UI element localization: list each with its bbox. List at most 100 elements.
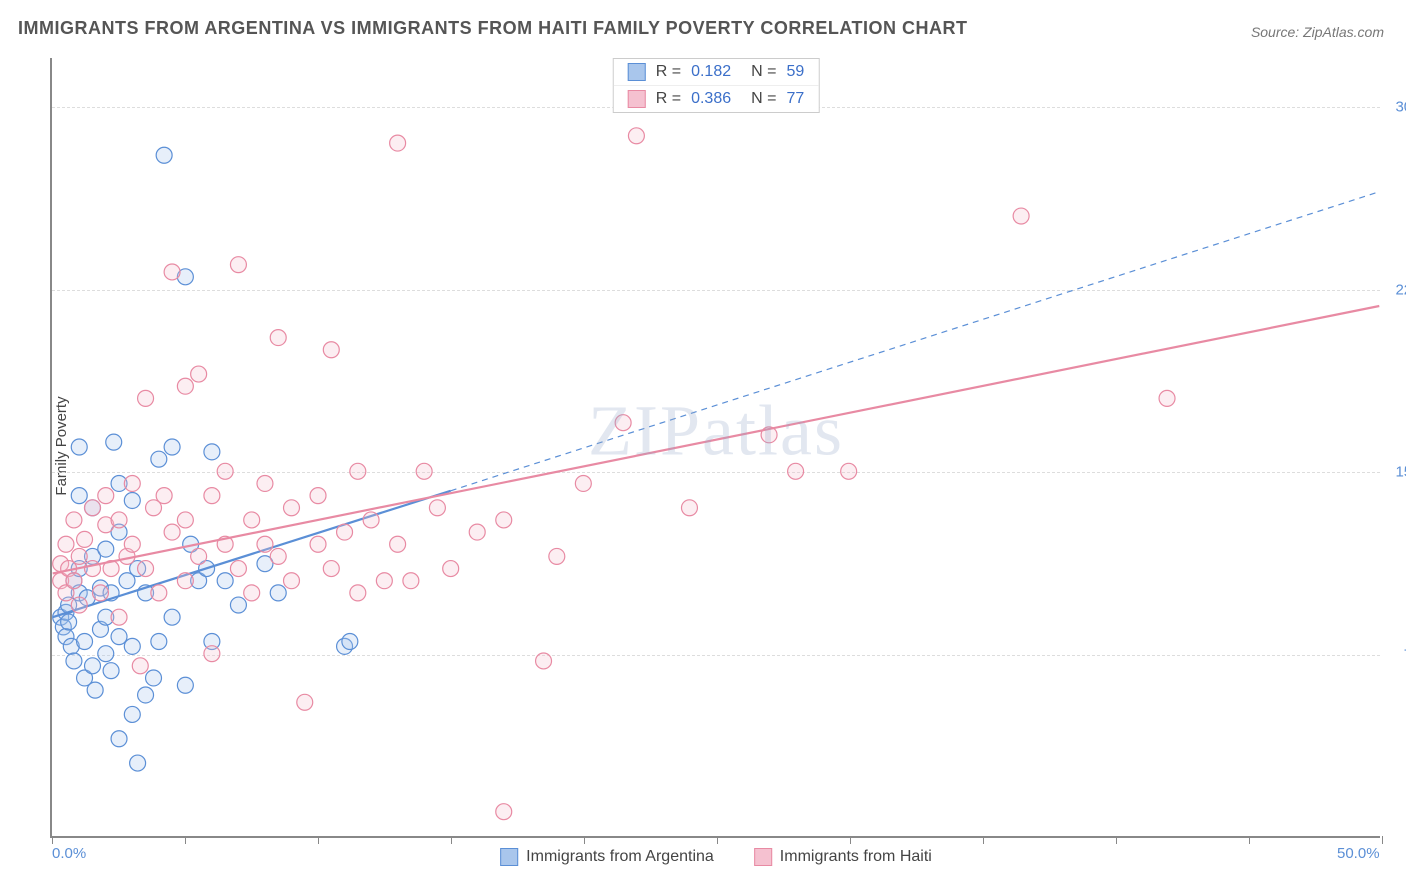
legend-row-argentina: R = 0.182 N = 59 bbox=[614, 59, 819, 85]
data-point bbox=[549, 548, 565, 564]
data-point bbox=[204, 646, 220, 662]
data-point bbox=[1013, 208, 1029, 224]
swatch-haiti-icon bbox=[754, 848, 772, 866]
correlation-legend: R = 0.182 N = 59 R = 0.386 N = 77 bbox=[613, 58, 820, 113]
x-tick bbox=[185, 836, 186, 844]
data-point bbox=[61, 614, 77, 630]
data-point bbox=[841, 463, 857, 479]
data-point bbox=[151, 451, 167, 467]
r-value-argentina: 0.182 bbox=[691, 63, 731, 81]
data-point bbox=[124, 536, 140, 552]
x-tick bbox=[850, 836, 851, 844]
data-point bbox=[71, 597, 87, 613]
data-point bbox=[230, 257, 246, 273]
data-point bbox=[496, 512, 512, 528]
data-point bbox=[151, 585, 167, 601]
y-tick-label: 30.0% bbox=[1395, 98, 1406, 115]
data-point bbox=[71, 488, 87, 504]
x-tick-label: 0.0% bbox=[52, 845, 86, 862]
data-point bbox=[124, 706, 140, 722]
x-tick bbox=[1249, 836, 1250, 844]
data-point bbox=[390, 536, 406, 552]
data-point bbox=[342, 634, 358, 650]
data-point bbox=[124, 475, 140, 491]
data-point bbox=[429, 500, 445, 516]
data-point bbox=[130, 755, 146, 771]
data-point bbox=[151, 634, 167, 650]
chart-title: IMMIGRANTS FROM ARGENTINA VS IMMIGRANTS … bbox=[18, 18, 968, 39]
data-point bbox=[156, 488, 172, 504]
data-point bbox=[111, 512, 127, 528]
legend-item-haiti: Immigrants from Haiti bbox=[754, 848, 932, 866]
series-label-argentina: Immigrants from Argentina bbox=[526, 848, 714, 866]
data-point bbox=[66, 653, 82, 669]
source-label: Source: ZipAtlas.com bbox=[1251, 24, 1384, 40]
x-tick bbox=[318, 836, 319, 844]
data-point bbox=[98, 646, 114, 662]
data-point bbox=[230, 561, 246, 577]
data-point bbox=[270, 330, 286, 346]
data-point bbox=[615, 415, 631, 431]
data-point bbox=[350, 463, 366, 479]
data-point bbox=[92, 585, 108, 601]
data-point bbox=[177, 378, 193, 394]
data-point bbox=[469, 524, 485, 540]
data-point bbox=[323, 342, 339, 358]
data-point bbox=[66, 512, 82, 528]
data-point bbox=[204, 488, 220, 504]
data-point bbox=[164, 524, 180, 540]
trend-line-extrapolated bbox=[451, 192, 1380, 491]
data-point bbox=[77, 634, 93, 650]
r-prefix: R = bbox=[656, 90, 681, 108]
data-point bbox=[496, 804, 512, 820]
data-point bbox=[628, 128, 644, 144]
data-point bbox=[124, 638, 140, 654]
data-point bbox=[204, 444, 220, 460]
x-tick bbox=[584, 836, 585, 844]
data-point bbox=[681, 500, 697, 516]
scatter-svg bbox=[52, 58, 1380, 836]
data-point bbox=[257, 536, 273, 552]
data-point bbox=[164, 439, 180, 455]
data-point bbox=[536, 653, 552, 669]
n-prefix: N = bbox=[751, 63, 776, 81]
n-value-haiti: 77 bbox=[786, 90, 804, 108]
data-point bbox=[66, 573, 82, 589]
data-point bbox=[788, 463, 804, 479]
data-point bbox=[1159, 390, 1175, 406]
data-point bbox=[138, 687, 154, 703]
x-tick bbox=[1382, 836, 1383, 844]
data-point bbox=[111, 731, 127, 747]
data-point bbox=[270, 548, 286, 564]
x-tick-label: 50.0% bbox=[1337, 845, 1380, 862]
y-tick-label: 15.0% bbox=[1395, 464, 1406, 481]
data-point bbox=[58, 536, 74, 552]
data-point bbox=[77, 531, 93, 547]
data-point bbox=[106, 434, 122, 450]
data-point bbox=[390, 135, 406, 151]
data-point bbox=[297, 694, 313, 710]
data-point bbox=[132, 658, 148, 674]
data-point bbox=[217, 463, 233, 479]
data-point bbox=[257, 475, 273, 491]
data-point bbox=[87, 682, 103, 698]
data-point bbox=[146, 670, 162, 686]
y-tick-label: 22.5% bbox=[1395, 281, 1406, 298]
swatch-argentina bbox=[628, 63, 646, 81]
data-point bbox=[85, 658, 101, 674]
data-point bbox=[103, 663, 119, 679]
data-point bbox=[270, 585, 286, 601]
legend-row-haiti: R = 0.386 N = 77 bbox=[614, 85, 819, 112]
data-point bbox=[111, 629, 127, 645]
data-point bbox=[191, 366, 207, 382]
n-value-argentina: 59 bbox=[786, 63, 804, 81]
data-point bbox=[177, 573, 193, 589]
x-tick bbox=[1116, 836, 1117, 844]
data-point bbox=[575, 475, 591, 491]
data-point bbox=[244, 512, 260, 528]
data-point bbox=[323, 561, 339, 577]
trend-line bbox=[53, 306, 1380, 573]
data-point bbox=[403, 573, 419, 589]
data-point bbox=[138, 390, 154, 406]
data-point bbox=[71, 548, 87, 564]
